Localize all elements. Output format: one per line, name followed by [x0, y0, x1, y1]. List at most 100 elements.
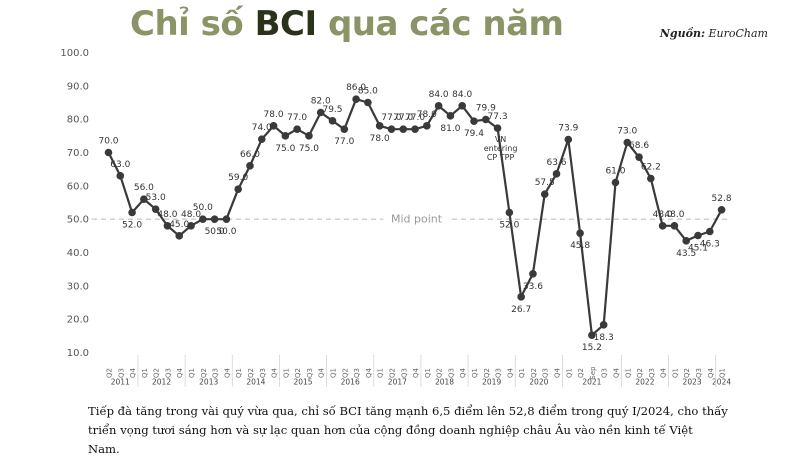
y-tick-label: 20.0: [67, 315, 89, 326]
x-tick-label: Q1: [719, 368, 727, 378]
annotation-text: CP TPP: [487, 153, 515, 162]
year-label: 2012: [152, 378, 171, 387]
data-point: [116, 172, 125, 180]
data-label: 43.5: [676, 249, 696, 259]
data-label: 74.0: [252, 123, 272, 133]
x-tick-label: Q1: [624, 368, 632, 378]
x-tick-label: Q3: [695, 368, 703, 378]
annotation-text: entering: [484, 144, 518, 153]
data-point: [328, 117, 337, 125]
data-label: 52.0: [499, 221, 519, 231]
x-tick-label: Q4: [365, 367, 373, 378]
x-tick-label: Q2: [341, 368, 349, 378]
data-point: [434, 102, 443, 110]
data-point: [175, 232, 184, 240]
data-point: [647, 174, 655, 183]
data-label: 75.0: [275, 144, 295, 154]
data-label: 86.0: [346, 83, 366, 93]
x-tick-label: Q3: [353, 368, 361, 378]
data-label: 45.1: [688, 244, 708, 254]
data-label: 77.0: [393, 113, 413, 123]
data-point: [670, 222, 679, 230]
x-tick-label: Q4: [554, 367, 562, 378]
year-label: 2023: [683, 378, 702, 387]
x-tick-label: Q2: [153, 368, 161, 378]
x-tick-label: Q4: [459, 367, 467, 378]
data-point: [399, 125, 408, 133]
data-point: [222, 215, 231, 223]
data-label: 77.0: [381, 113, 401, 123]
data-label: 81.0: [440, 124, 460, 134]
data-label: 85.0: [358, 87, 378, 97]
x-tick-label: Q2: [200, 368, 208, 378]
data-point: [458, 102, 467, 110]
data-point: [375, 122, 384, 130]
data-label: 53.0: [146, 193, 166, 203]
data-label: 50.0: [193, 203, 213, 213]
data-point: [316, 108, 325, 117]
y-tick-label: 80.0: [67, 115, 89, 126]
midpoint-label-bg: [383, 211, 450, 226]
x-tick-label: Q2: [636, 368, 644, 378]
data-point: [411, 125, 419, 133]
year-label: 2015: [293, 378, 312, 387]
year-label: 2018: [435, 378, 454, 387]
data-point: [234, 185, 242, 193]
data-point: [199, 215, 207, 223]
data-label: 63.0: [110, 160, 130, 170]
x-tick-label: Q4: [176, 367, 184, 378]
x-tick-label: Q3: [648, 368, 656, 378]
y-tick-label: 90.0: [67, 81, 89, 92]
data-point: [257, 135, 266, 143]
data-label: 48.0: [653, 210, 673, 220]
x-tick-label: Q3: [117, 368, 125, 378]
data-label: 78.0: [370, 134, 390, 144]
data-label: 26.7: [511, 305, 531, 315]
x-tick-label: Q4: [612, 367, 620, 378]
data-point: [576, 229, 584, 237]
page-title: Chỉ số BCI qua các năm: [130, 4, 564, 44]
data-label: 18.3: [594, 333, 614, 343]
data-point: [588, 331, 596, 339]
data-label: 78.0: [417, 110, 437, 120]
data-point: [517, 293, 525, 301]
data-point: [694, 231, 702, 240]
year-label: 2011: [111, 378, 130, 387]
x-tick-label: Q2: [683, 368, 691, 378]
x-tick-label: Q2: [436, 368, 444, 378]
data-point: [364, 98, 372, 107]
x-tick-label: Q1: [188, 368, 196, 378]
x-tick-label: Q4: [506, 367, 514, 378]
x-tick-label: Q2: [577, 368, 585, 378]
x-tick-label: Q2: [483, 368, 491, 378]
data-point: [705, 227, 714, 236]
data-point: [151, 205, 160, 213]
x-tick-label: Sep: [589, 366, 597, 380]
x-tick-label: Q3: [495, 368, 503, 378]
x-tick-label: Q2: [294, 368, 302, 378]
title-part-3: qua các năm: [316, 4, 564, 44]
y-tick-label: 100.0: [60, 48, 89, 59]
y-tick-label: 10.0: [67, 348, 89, 359]
data-label: 46.3: [700, 240, 720, 250]
year-label: 2019: [482, 378, 501, 387]
data-label: 50.0: [216, 227, 236, 237]
data-label: 45.8: [570, 241, 590, 251]
data-point: [352, 95, 360, 103]
x-tick-label: Q1: [141, 368, 149, 378]
data-point: [446, 112, 455, 120]
title-part-1: Chỉ số: [130, 4, 255, 44]
year-label: 2016: [341, 378, 360, 387]
data-point: [481, 115, 490, 124]
x-tick-label: Q3: [306, 368, 314, 378]
chart-caption: Tiếp đà tăng trong vài quý vừa qua, chỉ …: [88, 404, 728, 456]
data-point: [128, 208, 136, 217]
data-point: [611, 178, 620, 187]
data-label: 52.0: [122, 221, 142, 231]
year-label: 2021: [582, 378, 601, 387]
data-label: 63.6: [546, 158, 566, 168]
x-tick-label: Q3: [400, 368, 408, 378]
data-label: 48.0: [181, 210, 201, 220]
data-label: 45.0: [169, 220, 189, 230]
x-tick-label: Q3: [164, 368, 172, 378]
